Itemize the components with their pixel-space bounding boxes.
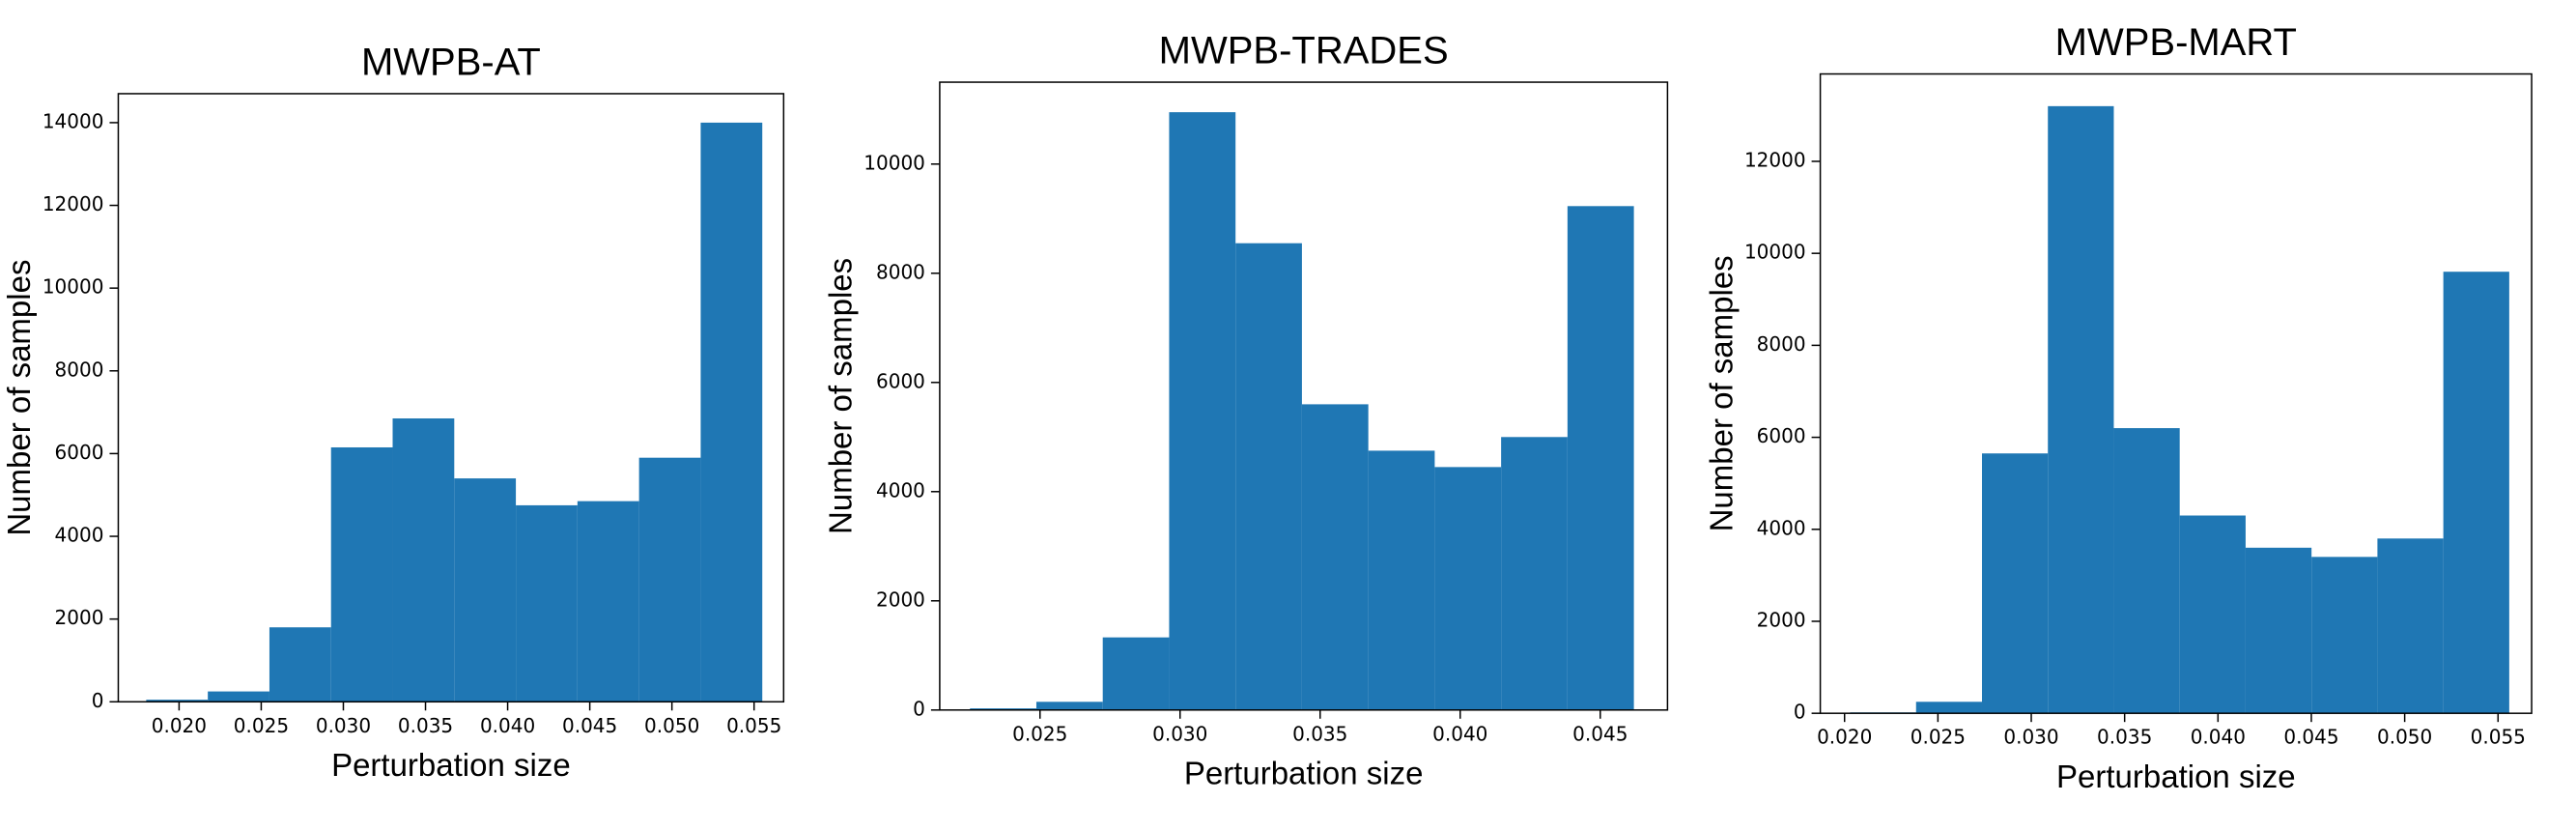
bar (2377, 538, 2444, 714)
bar (700, 122, 763, 702)
bar (1434, 467, 1502, 710)
x-tick-label: 0.025 (1911, 726, 1966, 749)
y-axis-label: Number of samples (1, 260, 37, 536)
y-tick-label: 8000 (1757, 332, 1806, 356)
y-tick-label: 6000 (1757, 424, 1806, 447)
y-tick-label: 10000 (42, 275, 104, 299)
bar (2443, 272, 2509, 714)
y-axis-label: Number of samples (823, 258, 859, 534)
bar (1035, 702, 1103, 710)
bar (146, 700, 209, 702)
bar (1915, 702, 1982, 714)
bar (516, 504, 578, 702)
y-tick-label: 2000 (1757, 608, 1806, 631)
bar (2311, 557, 2378, 714)
x-tick-label: 0.045 (562, 714, 617, 737)
y-tick-label: 0 (92, 689, 104, 712)
bar (2179, 515, 2246, 714)
bar (1169, 112, 1236, 710)
y-axis-label: Number of samples (1703, 255, 1739, 531)
bar (208, 691, 269, 702)
y-tick-label: 4000 (1757, 516, 1806, 539)
bar (1501, 437, 1568, 710)
y-tick-label: 14000 (42, 109, 104, 132)
bar (1102, 637, 1170, 710)
x-tick-label: 0.045 (1572, 722, 1628, 745)
x-tick-label: 0.030 (1152, 722, 1207, 745)
x-tick-label: 0.020 (1817, 726, 1872, 749)
plot-frame (939, 81, 1669, 711)
bar (392, 418, 455, 702)
x-tick-label: 0.055 (726, 714, 781, 737)
x-tick-label: 0.040 (480, 714, 535, 737)
bar (2113, 428, 2180, 714)
x-tick-label: 0.025 (1012, 722, 1067, 745)
y-tick-label: 0 (913, 697, 925, 720)
bar (1981, 453, 2049, 714)
x-tick-label: 0.035 (398, 714, 453, 737)
y-tick-label: 12000 (42, 192, 104, 215)
y-tick-label: 10000 (863, 151, 925, 174)
x-tick-label: 0.025 (234, 714, 289, 737)
y-tick-label: 0 (1794, 701, 1806, 724)
y-tick-label: 4000 (876, 478, 925, 501)
bar (1368, 450, 1435, 710)
bar (638, 457, 701, 702)
bar (454, 478, 517, 702)
chart-title: MWPB-MART (2055, 21, 2297, 64)
x-tick-label: 0.035 (2097, 726, 2152, 749)
bar (330, 446, 393, 702)
x-tick-label: 0.040 (1432, 722, 1487, 745)
x-tick-label: 0.050 (644, 714, 699, 737)
x-tick-label: 0.020 (152, 714, 207, 737)
x-tick-label: 0.045 (2283, 726, 2338, 749)
y-tick-label: 8000 (876, 260, 925, 283)
bar (2048, 105, 2114, 714)
x-axis-label: Perturbation size (2056, 759, 2296, 794)
x-tick-label: 0.055 (2471, 726, 2526, 749)
bar (269, 627, 331, 702)
x-axis-label: Perturbation size (1184, 756, 1424, 791)
chart-title: MWPB-AT (361, 42, 541, 84)
bar (1567, 206, 1634, 710)
bar (1235, 243, 1302, 710)
plot-frame (117, 93, 785, 703)
y-tick-label: 10000 (1744, 241, 1806, 264)
y-tick-label: 2000 (55, 606, 104, 629)
bar (970, 708, 1036, 710)
x-tick-label: 0.050 (2377, 726, 2432, 749)
x-tick-label: 0.035 (1292, 722, 1347, 745)
y-tick-label: 12000 (1744, 148, 1806, 171)
x-tick-label: 0.030 (316, 714, 371, 737)
bar (577, 501, 639, 702)
chart-title: MWPB-TRADES (1159, 30, 1449, 72)
bar (2245, 547, 2312, 714)
bar (1301, 404, 1369, 710)
y-tick-label: 6000 (876, 369, 925, 392)
y-tick-label: 4000 (55, 524, 104, 547)
y-tick-label: 6000 (55, 441, 104, 464)
x-tick-label: 0.030 (2003, 726, 2058, 749)
x-axis-label: Perturbation size (331, 747, 571, 783)
plot-frame (1819, 72, 2533, 714)
y-tick-label: 2000 (876, 587, 925, 611)
y-tick-label: 8000 (55, 358, 104, 381)
x-tick-label: 0.040 (2191, 726, 2246, 749)
